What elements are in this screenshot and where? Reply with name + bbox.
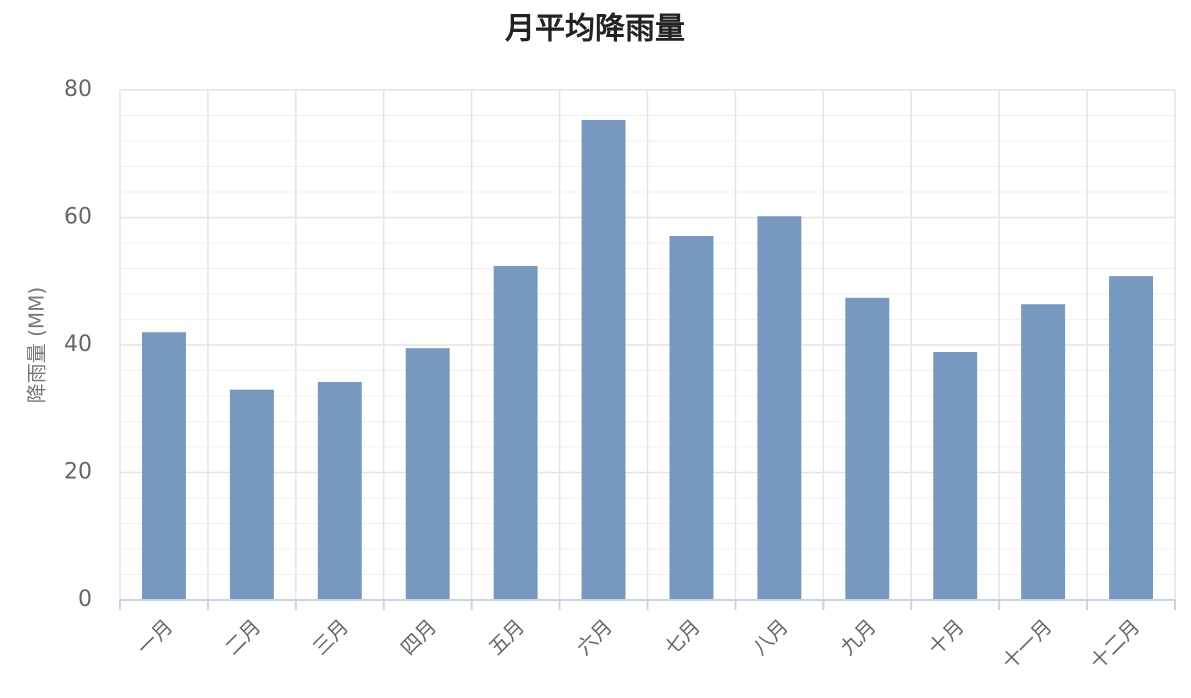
bar bbox=[493, 265, 538, 600]
bar bbox=[757, 216, 802, 600]
bar bbox=[229, 389, 274, 600]
x-tick-label: 三月 bbox=[308, 614, 353, 659]
x-tick-label: 八月 bbox=[748, 614, 793, 659]
y-tick-label: 0 bbox=[78, 587, 92, 612]
y-tick-label: 60 bbox=[64, 205, 92, 230]
bar bbox=[317, 381, 362, 600]
bar bbox=[141, 332, 186, 600]
bar bbox=[405, 348, 450, 600]
y-axis-label: 降雨量 (MM) bbox=[25, 287, 49, 403]
x-tick-label: 十一月 bbox=[997, 614, 1056, 673]
bar bbox=[581, 119, 626, 601]
bar bbox=[669, 235, 714, 601]
x-tick-label: 七月 bbox=[660, 614, 705, 659]
chart-title: 月平均降雨量 bbox=[505, 12, 685, 47]
bar bbox=[845, 297, 890, 600]
y-tick-label: 20 bbox=[64, 460, 92, 485]
x-tick-label: 九月 bbox=[835, 614, 880, 659]
x-tick-label: 六月 bbox=[572, 614, 617, 659]
x-tick-label: 五月 bbox=[484, 614, 529, 659]
x-tick-label: 四月 bbox=[396, 614, 441, 659]
bar bbox=[1109, 276, 1154, 600]
y-tick-label: 40 bbox=[64, 332, 92, 357]
x-tick-label: 十二月 bbox=[1085, 614, 1144, 673]
bar bbox=[1021, 304, 1066, 600]
bar bbox=[933, 352, 978, 600]
x-tick-label: 十月 bbox=[923, 614, 968, 659]
x-tick-label: 二月 bbox=[220, 614, 265, 659]
y-tick-label: 80 bbox=[64, 77, 92, 102]
x-tick-label: 一月 bbox=[132, 614, 177, 659]
